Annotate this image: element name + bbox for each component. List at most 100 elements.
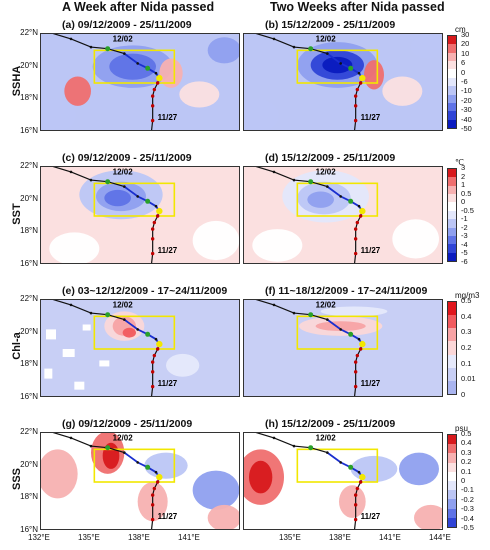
track-point	[154, 71, 158, 75]
colorbar-segment	[448, 77, 456, 87]
track-label-end: 11/27	[361, 113, 381, 122]
track-point	[123, 185, 126, 188]
track-point	[355, 87, 360, 92]
lon-tick-label: 135°E	[279, 533, 301, 542]
track-point	[348, 464, 354, 470]
panel-title-2-1: (f) 11~18/12/2009 - 17~24/11/2009	[265, 285, 428, 297]
track-point	[348, 198, 354, 204]
map-panel-1-1: 12/02 11/27	[243, 166, 443, 264]
track-point	[353, 227, 358, 231]
map-svg: 12/02 11/27	[244, 300, 442, 396]
track-point	[69, 37, 73, 41]
track-point	[353, 94, 358, 98]
field-blob	[192, 220, 239, 261]
track-point	[123, 52, 126, 55]
track-label-end: 11/27	[158, 379, 178, 388]
track-point	[69, 436, 73, 440]
field-blob	[382, 76, 423, 106]
colorbar-tick: 0	[461, 476, 466, 485]
colorbar-tick: -2	[461, 222, 468, 232]
colorbar-tick: 3	[461, 163, 466, 172]
colorbar-segment	[448, 194, 456, 203]
colorbar-tick: 1	[461, 180, 466, 190]
colorbar-tick: -4	[461, 239, 468, 249]
track-point	[105, 445, 111, 451]
track-point	[292, 45, 296, 49]
track-label-start: 12/02	[113, 300, 134, 309]
map-svg: 12/02 11/27	[244, 167, 442, 263]
track-label-end: 11/27	[158, 246, 178, 255]
lat-tick-label: 22°N	[20, 427, 38, 436]
track-point	[353, 370, 358, 374]
lat-tick-label: 22°N	[20, 161, 38, 170]
track-point	[150, 384, 155, 389]
panel-title-0-0: (a) 09/12/2009 - 25/11/2009	[62, 19, 192, 31]
map-panel-3-1: 12/02 11/27	[243, 432, 443, 530]
colorbar-tick: -30	[461, 105, 472, 115]
track-point	[136, 62, 139, 65]
track-label-start: 12/02	[113, 433, 134, 442]
track-point	[272, 436, 276, 440]
colorbar-tick: -0.1	[461, 485, 474, 495]
colorbar-segment	[448, 86, 456, 95]
colorbar-segment	[448, 341, 456, 355]
colorbar-tick: 0.4	[461, 311, 472, 321]
colorbar-tick: 6	[461, 58, 466, 68]
lon-tick-label: 135°E	[78, 533, 100, 542]
field-blob	[109, 53, 156, 80]
track-point	[89, 45, 93, 49]
colorbar-tick: -50	[461, 124, 472, 133]
missing-data-cell	[62, 349, 75, 357]
track-point	[136, 328, 139, 331]
track-point	[136, 461, 139, 464]
track-point	[359, 207, 366, 215]
track-point	[150, 503, 155, 507]
colorbar-tick: 2	[461, 171, 466, 181]
track-point	[155, 81, 160, 85]
colorbar-tick: -40	[461, 114, 472, 124]
track-label-end: 11/27	[158, 113, 178, 122]
lat-tick-label: 22°N	[20, 28, 38, 37]
panel-title-3-1: (h) 15/12/2009 - 25/11/2009	[265, 418, 396, 430]
track-point	[123, 318, 126, 321]
track-point	[150, 227, 155, 231]
colorbar-segment	[448, 517, 456, 527]
colorbar-segment	[448, 315, 456, 329]
track-point	[152, 87, 157, 92]
field-blob	[307, 191, 334, 208]
colorbar-segment	[448, 508, 456, 518]
colorbar-segment	[448, 367, 456, 381]
colorbar-tick: -6	[461, 257, 468, 266]
colorbar-unit: psu	[455, 424, 468, 433]
track-point	[155, 480, 160, 484]
track-point	[353, 104, 358, 108]
field-blob	[322, 56, 353, 74]
field-blob	[41, 99, 76, 130]
colorbar-unit: cm	[455, 25, 466, 34]
track-point	[154, 337, 158, 341]
lon-tick-label: 132°E	[28, 533, 50, 542]
track-point	[136, 195, 139, 198]
lon-tick-label: 144°E	[429, 533, 451, 542]
field-blob	[364, 60, 384, 90]
track-label-end: 11/27	[158, 512, 178, 521]
field-blob	[64, 76, 91, 106]
colorbar-tick: 0.3	[461, 327, 472, 337]
colorbar-segment	[448, 44, 456, 53]
study-box	[93, 182, 176, 217]
track-point	[150, 251, 155, 256]
lat-tick-label: 16°N	[20, 525, 38, 534]
track-point	[145, 464, 151, 470]
track-point	[353, 360, 358, 364]
field-blob	[207, 37, 239, 64]
track-label-end: 11/27	[361, 246, 381, 255]
colorbar-segment	[448, 302, 456, 316]
track-point	[339, 328, 342, 331]
missing-data-cell	[74, 381, 85, 390]
colorbar-tick: 0	[461, 67, 466, 77]
map-panel-1-0: 12/02 11/27	[40, 166, 240, 264]
track-point	[353, 237, 358, 241]
field-blob	[122, 327, 136, 338]
field-blob	[392, 219, 439, 259]
track-point	[353, 493, 358, 497]
